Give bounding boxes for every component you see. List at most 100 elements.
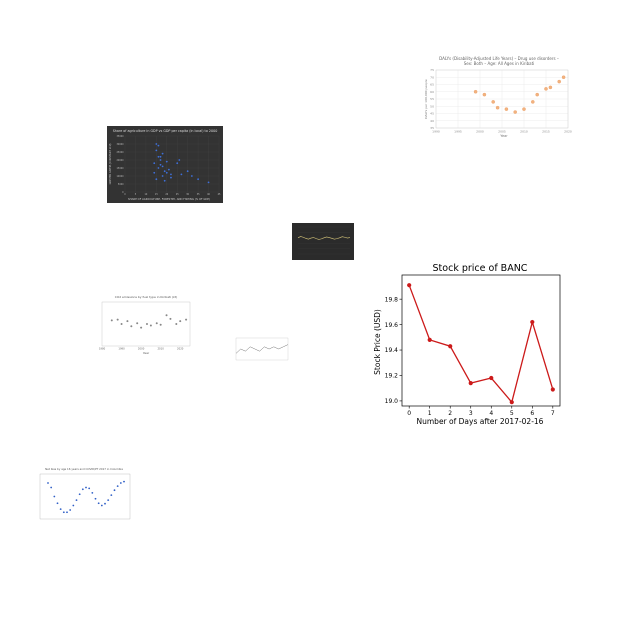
agri-point bbox=[161, 165, 164, 168]
agri-x-tick: 30 bbox=[186, 193, 189, 196]
dalys-point bbox=[491, 100, 495, 104]
dalys-y-tick: 45 bbox=[430, 112, 434, 116]
agri-point bbox=[170, 176, 172, 179]
bluedots-point bbox=[50, 486, 53, 489]
agri-point bbox=[159, 159, 162, 161]
agri-point bbox=[186, 170, 189, 173]
gray-point bbox=[130, 325, 133, 328]
dalys-point bbox=[504, 107, 509, 111]
agri-point bbox=[167, 168, 170, 171]
banc-x-tick: 1 bbox=[428, 410, 432, 417]
dalys-x-tick: 2005 bbox=[498, 130, 506, 134]
dalys-point bbox=[531, 100, 535, 104]
agri-point bbox=[180, 173, 183, 176]
bluedots-point bbox=[123, 480, 125, 483]
blue-dots-chart: Net bias by age 16 years and COVID/PT 20… bbox=[30, 465, 134, 527]
bluedots-point bbox=[78, 493, 81, 496]
agri-x-tick: 5 bbox=[135, 193, 137, 196]
agri-x-label: SHARE OF AGRICULTURE, FORESTRY, AND FISH… bbox=[128, 197, 210, 201]
dalys-y-tick: 75 bbox=[430, 68, 434, 72]
gray-point bbox=[145, 323, 148, 325]
bluedots-point bbox=[110, 494, 113, 497]
agri-x-tick: 25 bbox=[176, 193, 179, 196]
agri-point bbox=[197, 178, 200, 181]
banc-x-tick: 7 bbox=[551, 410, 555, 417]
gray-point bbox=[179, 320, 182, 323]
agri-point bbox=[165, 160, 168, 163]
bluedots-point bbox=[47, 482, 49, 484]
dalys-point bbox=[535, 92, 539, 97]
dalys-point bbox=[557, 79, 561, 84]
bluedots-point bbox=[69, 509, 72, 511]
bluedots-point bbox=[119, 482, 122, 484]
dalys-y-tick: 35 bbox=[430, 126, 434, 130]
dalys-title-line2: Sex: Both – Age: All Ages in Kiribati bbox=[464, 61, 535, 66]
dalys-x-tick: 1995 bbox=[454, 130, 462, 134]
gray-point bbox=[126, 320, 129, 323]
agri-point bbox=[178, 159, 181, 161]
agri-point bbox=[157, 167, 160, 169]
banc-y-tick: 19.8 bbox=[385, 296, 399, 303]
agri-y-tick: 35000 bbox=[117, 135, 125, 138]
tinyline-series-line bbox=[235, 344, 289, 354]
banc-chart: Stock price of BANC 19.0 19.2 19.4 19.6 19.8… bbox=[372, 258, 562, 433]
bluedots-point bbox=[107, 499, 110, 501]
banc-x-tick: 4 bbox=[489, 410, 493, 417]
agri-x-tick: 0 bbox=[124, 193, 126, 196]
banc-point bbox=[530, 319, 535, 325]
bluedots-frame bbox=[39, 473, 131, 520]
banc-y-tick: 19.4 bbox=[385, 347, 399, 354]
bluedots-point bbox=[97, 502, 100, 505]
agri-point bbox=[155, 149, 158, 152]
dalys-chart: DALYs (Disability-Adjusted Life Years) –… bbox=[422, 52, 576, 144]
agri-point bbox=[157, 144, 160, 147]
banc-point bbox=[468, 381, 473, 386]
banc-x-tick: 2 bbox=[448, 410, 452, 417]
bluedots-point bbox=[94, 497, 97, 500]
dalys-point bbox=[522, 107, 526, 111]
bluedots-point bbox=[104, 502, 106, 505]
gray-point bbox=[155, 322, 158, 325]
agri-x-tick: 35 bbox=[197, 193, 200, 196]
agri-point bbox=[165, 171, 168, 174]
gray-x-tick: 1980 bbox=[99, 347, 106, 351]
agri-point bbox=[153, 171, 156, 174]
agri-point bbox=[170, 173, 172, 176]
agri-y-label: GDP PER CAPITA (CONSTANT LCU) bbox=[109, 144, 112, 185]
agri-point bbox=[161, 175, 164, 177]
bluedots-point bbox=[85, 486, 87, 489]
agri-y-tick: 20000 bbox=[117, 159, 125, 162]
agri-title: Share of agriculture in GDP vs GDP per c… bbox=[113, 129, 218, 133]
bluedots-point bbox=[100, 504, 103, 507]
banc-frame bbox=[401, 274, 561, 407]
dalys-x-tick: 2020 bbox=[564, 130, 572, 134]
banc-x-tick: 5 bbox=[510, 410, 514, 417]
agri-point bbox=[207, 181, 210, 184]
gray-scatter-chart: CO2 emissions by fuel type in Kiribati (… bbox=[90, 292, 194, 356]
bluedots-point bbox=[113, 489, 116, 492]
dalys-point bbox=[473, 90, 478, 94]
bluedots-title: Net bias by age 16 years and COVID/PT 20… bbox=[45, 467, 123, 471]
banc-y-label: Stock Price (USD) bbox=[373, 309, 382, 375]
dalys-point bbox=[548, 85, 553, 90]
agri-point bbox=[163, 179, 166, 182]
dalys-point bbox=[495, 105, 500, 110]
dalys-y-tick: 60 bbox=[430, 90, 434, 94]
bluedots-point bbox=[53, 495, 56, 498]
gray-point bbox=[149, 324, 152, 327]
dalys-y-label: DALYs per 100,000 people bbox=[424, 79, 428, 119]
dalys-x-tick: 2015 bbox=[542, 130, 550, 134]
gray-title: CO2 emissions by fuel type in Kiribati (… bbox=[115, 295, 178, 299]
agri-point bbox=[157, 155, 160, 158]
agri-x-tick: 45 bbox=[218, 193, 221, 196]
gray-frame bbox=[101, 301, 191, 347]
agri-point bbox=[190, 175, 193, 177]
agri-x-tick: 20 bbox=[165, 193, 168, 196]
dalys-point bbox=[544, 87, 548, 91]
banc-point bbox=[550, 387, 555, 392]
banc-point bbox=[489, 375, 494, 381]
banc-y-tick: 19.0 bbox=[385, 398, 399, 405]
bluedots-point bbox=[56, 502, 59, 505]
banc-point bbox=[448, 344, 453, 349]
agri-point bbox=[153, 162, 156, 165]
